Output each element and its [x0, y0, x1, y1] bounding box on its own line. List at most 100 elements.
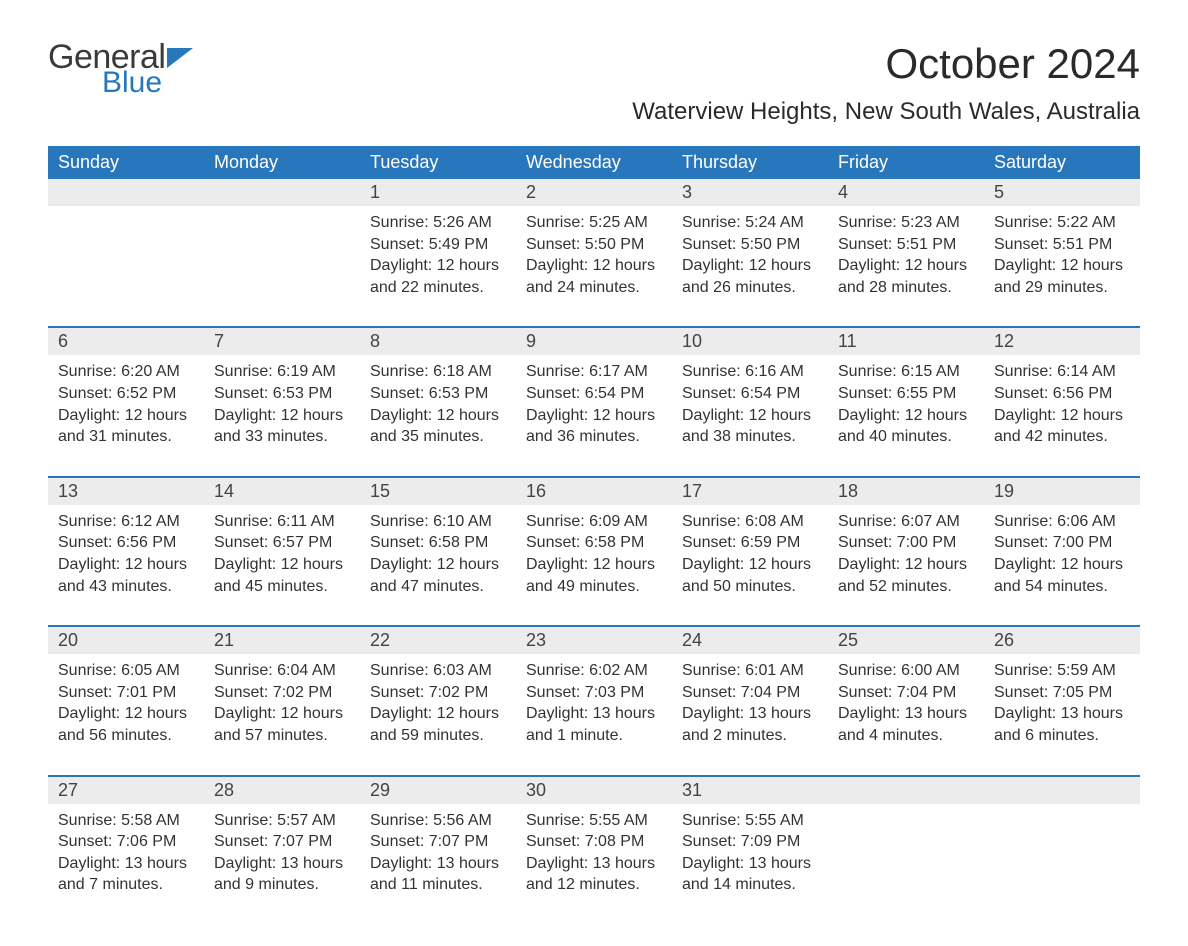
sunrise-text: Sunrise: 6:18 AM — [370, 361, 506, 383]
day-cell: Sunrise: 6:18 AMSunset: 6:53 PMDaylight:… — [360, 355, 516, 457]
sunset-text: Sunset: 6:57 PM — [214, 532, 350, 554]
sunrise-text: Sunrise: 5:22 AM — [994, 212, 1130, 234]
day-cell: Sunrise: 5:23 AMSunset: 5:51 PMDaylight:… — [828, 206, 984, 308]
sunset-text: Sunset: 7:04 PM — [838, 682, 974, 704]
daylight-text-1: Daylight: 13 hours — [838, 703, 974, 725]
day-number: 30 — [516, 777, 672, 804]
daylight-text-1: Daylight: 13 hours — [682, 703, 818, 725]
sunset-text: Sunset: 6:54 PM — [682, 383, 818, 405]
sunrise-text: Sunrise: 6:06 AM — [994, 511, 1130, 533]
day-number: 3 — [672, 179, 828, 206]
dayhead-thu: Thursday — [672, 146, 828, 179]
sunset-text: Sunset: 5:50 PM — [526, 234, 662, 256]
day-number: 13 — [48, 478, 204, 505]
day-number: 12 — [984, 328, 1140, 355]
daylight-text-2: and 24 minutes. — [526, 277, 662, 299]
sunrise-text: Sunrise: 6:17 AM — [526, 361, 662, 383]
day-number: 1 — [360, 179, 516, 206]
sunrise-text: Sunrise: 6:00 AM — [838, 660, 974, 682]
daylight-text-1: Daylight: 12 hours — [526, 554, 662, 576]
daynum-row: 6789101112 — [48, 328, 1140, 355]
sunset-text: Sunset: 6:53 PM — [370, 383, 506, 405]
daylight-text-2: and 36 minutes. — [526, 426, 662, 448]
sunrise-text: Sunrise: 6:02 AM — [526, 660, 662, 682]
sunrise-text: Sunrise: 6:03 AM — [370, 660, 506, 682]
daylight-text-1: Daylight: 12 hours — [526, 405, 662, 427]
daylight-text-2: and 2 minutes. — [682, 725, 818, 747]
dayhead-sun: Sunday — [48, 146, 204, 179]
sunrise-text: Sunrise: 6:16 AM — [682, 361, 818, 383]
daylight-text-1: Daylight: 13 hours — [58, 853, 194, 875]
day-number: 2 — [516, 179, 672, 206]
sunset-text: Sunset: 6:56 PM — [994, 383, 1130, 405]
week-row: 20212223242526Sunrise: 6:05 AMSunset: 7:… — [48, 625, 1140, 756]
sunset-text: Sunset: 5:51 PM — [838, 234, 974, 256]
sunrise-text: Sunrise: 6:10 AM — [370, 511, 506, 533]
week-row: 12345Sunrise: 5:26 AMSunset: 5:49 PMDayl… — [48, 179, 1140, 308]
sunrise-text: Sunrise: 6:09 AM — [526, 511, 662, 533]
daylight-text-2: and 56 minutes. — [58, 725, 194, 747]
day-cell: Sunrise: 6:14 AMSunset: 6:56 PMDaylight:… — [984, 355, 1140, 457]
day-cell: Sunrise: 5:57 AMSunset: 7:07 PMDaylight:… — [204, 804, 360, 906]
day-number: 6 — [48, 328, 204, 355]
day-cell: Sunrise: 5:26 AMSunset: 5:49 PMDaylight:… — [360, 206, 516, 308]
daylight-text-2: and 52 minutes. — [838, 576, 974, 598]
page-subtitle: Waterview Heights, New South Wales, Aust… — [632, 98, 1140, 126]
daylight-text-1: Daylight: 13 hours — [682, 853, 818, 875]
sunset-text: Sunset: 7:03 PM — [526, 682, 662, 704]
daylight-text-2: and 12 minutes. — [526, 874, 662, 896]
sunset-text: Sunset: 6:58 PM — [370, 532, 506, 554]
daylight-text-2: and 40 minutes. — [838, 426, 974, 448]
sunset-text: Sunset: 5:51 PM — [994, 234, 1130, 256]
day-number: 19 — [984, 478, 1140, 505]
page-title: October 2024 — [632, 40, 1140, 88]
sunset-text: Sunset: 5:50 PM — [682, 234, 818, 256]
daylight-text-1: Daylight: 13 hours — [994, 703, 1130, 725]
sunset-text: Sunset: 5:49 PM — [370, 234, 506, 256]
daylight-text-2: and 35 minutes. — [370, 426, 506, 448]
sunset-text: Sunset: 7:08 PM — [526, 831, 662, 853]
daylight-text-1: Daylight: 12 hours — [370, 703, 506, 725]
day-cell: Sunrise: 6:03 AMSunset: 7:02 PMDaylight:… — [360, 654, 516, 756]
sunset-text: Sunset: 7:02 PM — [370, 682, 506, 704]
sunrise-text: Sunrise: 6:20 AM — [58, 361, 194, 383]
day-cell: Sunrise: 6:09 AMSunset: 6:58 PMDaylight:… — [516, 505, 672, 607]
day-number: 14 — [204, 478, 360, 505]
daynum-row: 2728293031 — [48, 777, 1140, 804]
daylight-text-2: and 38 minutes. — [682, 426, 818, 448]
daylight-text-1: Daylight: 12 hours — [994, 405, 1130, 427]
day-cell — [48, 206, 204, 308]
daylight-text-2: and 33 minutes. — [214, 426, 350, 448]
daylight-text-1: Daylight: 12 hours — [214, 703, 350, 725]
daylight-text-1: Daylight: 12 hours — [838, 255, 974, 277]
day-cell: Sunrise: 5:55 AMSunset: 7:09 PMDaylight:… — [672, 804, 828, 906]
day-cell: Sunrise: 6:00 AMSunset: 7:04 PMDaylight:… — [828, 654, 984, 756]
daylight-text-2: and 26 minutes. — [682, 277, 818, 299]
day-cell: Sunrise: 6:01 AMSunset: 7:04 PMDaylight:… — [672, 654, 828, 756]
sunset-text: Sunset: 6:59 PM — [682, 532, 818, 554]
sunrise-text: Sunrise: 5:56 AM — [370, 810, 506, 832]
daylight-text-2: and 54 minutes. — [994, 576, 1130, 598]
day-header-row: Sunday Monday Tuesday Wednesday Thursday… — [48, 146, 1140, 179]
sunset-text: Sunset: 7:04 PM — [682, 682, 818, 704]
sunset-text: Sunset: 7:07 PM — [214, 831, 350, 853]
daylight-text-2: and 7 minutes. — [58, 874, 194, 896]
sunset-text: Sunset: 6:52 PM — [58, 383, 194, 405]
day-number: 8 — [360, 328, 516, 355]
day-number — [48, 179, 204, 206]
day-cell: Sunrise: 6:20 AMSunset: 6:52 PMDaylight:… — [48, 355, 204, 457]
day-cell: Sunrise: 5:22 AMSunset: 5:51 PMDaylight:… — [984, 206, 1140, 308]
day-cell: Sunrise: 6:11 AMSunset: 6:57 PMDaylight:… — [204, 505, 360, 607]
daylight-text-2: and 47 minutes. — [370, 576, 506, 598]
day-cell: Sunrise: 6:12 AMSunset: 6:56 PMDaylight:… — [48, 505, 204, 607]
flag-icon — [167, 48, 193, 68]
daylight-text-1: Daylight: 12 hours — [526, 255, 662, 277]
brand-word2: Blue — [102, 68, 193, 98]
sunrise-text: Sunrise: 6:15 AM — [838, 361, 974, 383]
day-number: 17 — [672, 478, 828, 505]
sunrise-text: Sunrise: 5:55 AM — [526, 810, 662, 832]
sunset-text: Sunset: 6:53 PM — [214, 383, 350, 405]
daylight-text-1: Daylight: 12 hours — [994, 255, 1130, 277]
week-row: 13141516171819Sunrise: 6:12 AMSunset: 6:… — [48, 476, 1140, 607]
daylight-text-2: and 49 minutes. — [526, 576, 662, 598]
